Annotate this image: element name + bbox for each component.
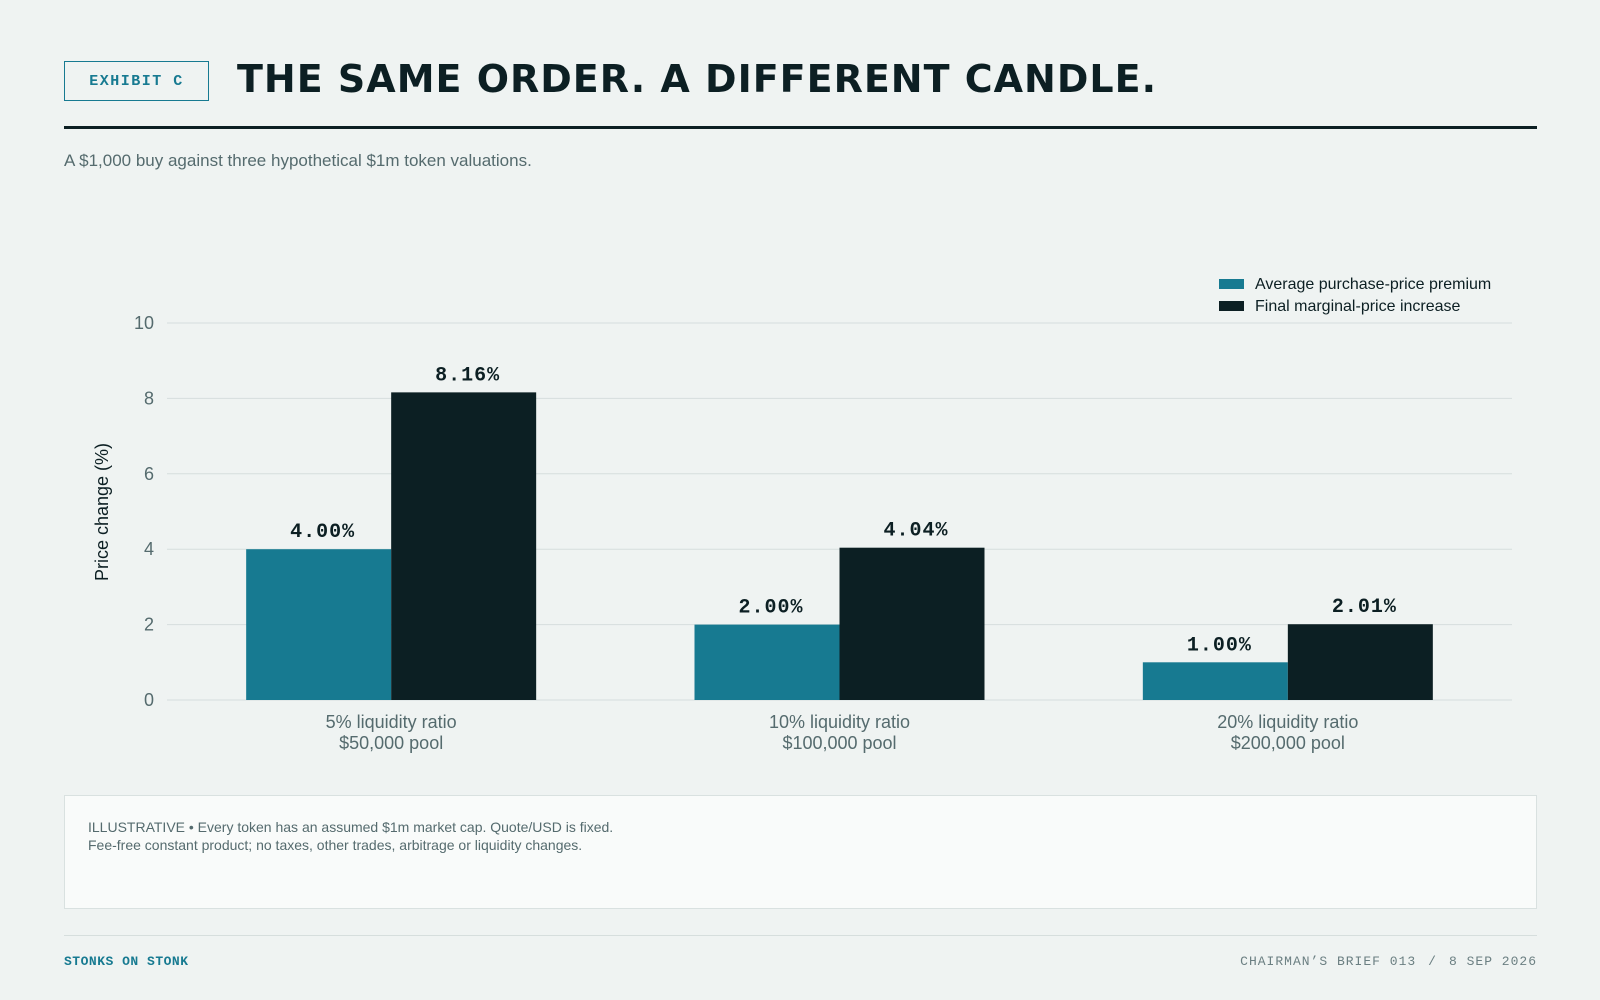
bar-value-label: 4.00% [290, 521, 355, 544]
exhibit-tag: EXHIBIT C [64, 61, 209, 101]
x-category-label: $200,000 pool [1231, 733, 1345, 753]
x-category-label: $100,000 pool [782, 733, 896, 753]
legend-label: Final marginal-price increase [1255, 298, 1461, 315]
page-title: THE SAME ORDER. A DIFFERENT CANDLE. [237, 57, 1158, 101]
footer-divider [64, 935, 1537, 936]
y-tick-label: 10 [134, 313, 154, 333]
legend-swatch [1219, 279, 1244, 289]
bar [839, 547, 985, 700]
y-tick-label: 0 [144, 690, 154, 710]
bar [694, 624, 840, 700]
bar [391, 392, 537, 700]
page-subtitle: A $1,000 buy against three hypothetical … [64, 151, 532, 170]
bar-chart: 0 2 4 6 8 10 Price change (%) 4.00% 8.16% 2.00%… [92, 276, 1512, 753]
bar [246, 549, 392, 700]
x-category-label: 5% liquidity ratio [326, 712, 457, 732]
footer-brand: STONKS ON STONK [64, 954, 189, 969]
x-category-label: 20% liquidity ratio [1217, 712, 1358, 732]
note-line-2: Fee-free constant product; no taxes, oth… [88, 837, 583, 853]
legend-label: Average purchase-price premium [1255, 276, 1491, 293]
x-axis-categories: 5% liquidity ratio$50,000 pool 10% liquid… [326, 712, 1359, 753]
bar [1142, 662, 1288, 700]
x-category-label: 10% liquidity ratio [769, 712, 910, 732]
bar-value-labels: 4.00% 8.16% 2.00% 4.04% 1.00% 2.01% [290, 364, 1397, 657]
legend-swatch [1219, 301, 1244, 311]
bar-value-label: 1.00% [1187, 634, 1252, 657]
y-tick-label: 4 [144, 539, 154, 559]
bar-value-label: 8.16% [435, 364, 500, 387]
bar [1287, 624, 1433, 700]
bar-value-label: 4.04% [883, 520, 948, 543]
footer-date: 8 SEP 2026 [1448, 954, 1537, 969]
y-axis-ticks: 0 2 4 6 8 10 [134, 313, 154, 710]
y-tick-label: 8 [144, 388, 154, 408]
bars [246, 392, 1433, 700]
bar-value-label: 2.00% [738, 597, 803, 620]
footer-separator: / [1428, 954, 1437, 969]
y-tick-label: 2 [144, 615, 154, 635]
x-category-label: $50,000 pool [339, 733, 443, 753]
bar-value-label: 2.01% [1332, 596, 1397, 619]
title-divider [64, 126, 1537, 129]
y-axis-title: Price change (%) [92, 443, 112, 581]
note-line-1: ILLUSTRATIVE • Every token has an assume… [88, 819, 614, 835]
footer-meta: CHAIRMAN’S BRIEF 013 / 8 SEP 2026 [1240, 954, 1537, 969]
chart-legend: Average purchase-price premium Final marg… [1219, 276, 1491, 315]
illustrative-note: ILLUSTRATIVE • Every token has an assume… [64, 795, 1537, 909]
y-tick-label: 6 [144, 464, 154, 484]
footer-brief: CHAIRMAN’S BRIEF 013 [1240, 954, 1417, 969]
